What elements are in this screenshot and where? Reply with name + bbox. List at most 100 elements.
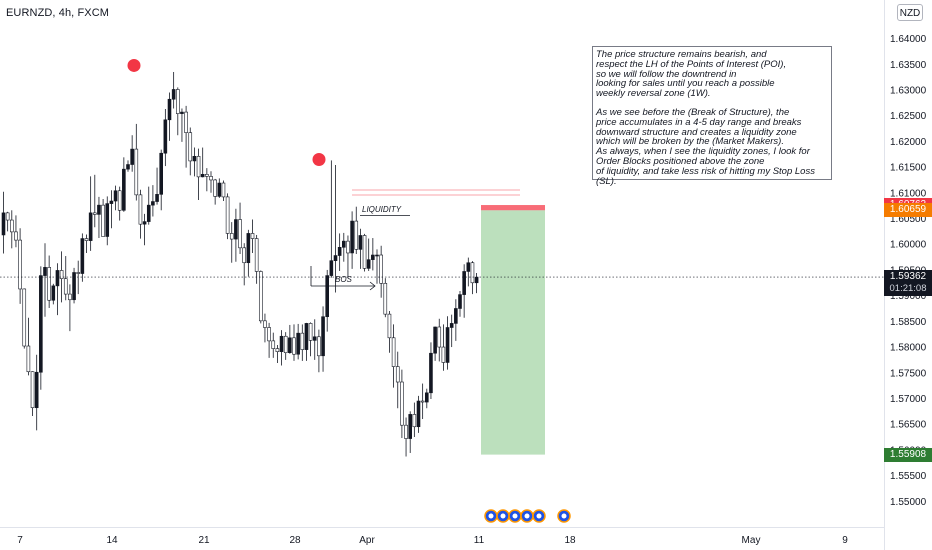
x-tick-label: 14	[106, 535, 118, 546]
candle-body	[317, 336, 321, 357]
y-tick-label: 1.62500	[890, 111, 927, 122]
candle-body	[134, 148, 139, 196]
candle-body	[379, 254, 383, 284]
candle-body	[391, 337, 396, 367]
candle-body	[109, 200, 114, 204]
y-tick-label: 1.63500	[890, 60, 927, 71]
candle-body	[371, 254, 375, 260]
candle-body	[51, 285, 56, 301]
candle-body	[267, 327, 271, 342]
candle-body	[59, 270, 64, 279]
candle-body	[130, 148, 134, 165]
candle-body	[72, 272, 76, 301]
x-tick-label: May	[742, 535, 761, 546]
bos-arrow-icon	[369, 281, 376, 291]
candle-body	[30, 371, 35, 409]
candle-body	[404, 424, 408, 439]
stop-loss-zone[interactable]	[481, 205, 545, 211]
y-tick-label: 1.55500	[890, 471, 927, 482]
y-tick-label: 1.60500	[890, 214, 927, 225]
candle-body	[105, 203, 110, 237]
candle-body	[375, 254, 379, 257]
candle-body	[138, 194, 143, 225]
candle-body	[329, 260, 334, 276]
candle-body	[34, 371, 39, 409]
y-tick-label: 1.62000	[890, 137, 927, 148]
candle-body	[449, 323, 454, 328]
candle-body	[200, 173, 205, 178]
candle-body	[14, 231, 18, 241]
candle-body	[176, 89, 180, 114]
candle-body	[470, 262, 475, 284]
candle-body	[171, 89, 176, 100]
candle-body	[113, 190, 118, 202]
candle-body	[217, 182, 222, 197]
candle-body	[180, 111, 184, 114]
candle-body	[275, 348, 280, 352]
analysis-note[interactable]: The price structure remains bearish, and…	[592, 46, 832, 186]
candle-body	[395, 366, 400, 383]
y-tick-label: 1.57000	[890, 394, 927, 405]
symbol-title: EURNZD, 4h, FXCM	[6, 7, 110, 19]
y-tick-label: 1.55000	[890, 497, 927, 508]
candle-body	[304, 323, 309, 350]
x-tick-label: Apr	[359, 535, 375, 546]
candle-body	[445, 327, 450, 363]
event-icons-group[interactable]	[484, 509, 571, 523]
y-tick-label: 1.59000	[890, 291, 927, 302]
y-tick-label: 1.56500	[890, 420, 927, 431]
y-tick-label: 1.57500	[890, 368, 927, 379]
candle-body	[5, 212, 10, 221]
currency-tag[interactable]: NZD	[897, 4, 923, 21]
candle-body	[458, 294, 462, 309]
candle-body	[300, 332, 305, 350]
candle-body	[192, 156, 197, 162]
candle-body	[325, 275, 330, 318]
y-tick-label: 1.60000	[890, 240, 927, 251]
x-tick-label: 9	[842, 535, 848, 546]
candle-body	[308, 323, 313, 341]
candle-body	[358, 235, 363, 250]
candle-body	[462, 271, 466, 295]
entry-price-label: 1.60659	[884, 203, 932, 218]
candle-body	[76, 272, 80, 274]
y-tick-label: 1.61000	[890, 188, 927, 199]
candle-body	[146, 204, 151, 222]
event-dot-icon	[512, 513, 518, 519]
candle-body	[55, 270, 60, 287]
candle-body	[22, 288, 27, 347]
event-dot-icon	[500, 513, 506, 519]
candle-body	[292, 337, 296, 355]
x-tick-label: 11	[474, 535, 485, 546]
x-tick-label: 28	[289, 535, 301, 546]
candle-body	[43, 267, 47, 276]
note-paragraph-2: As we see before the (Break of Structure…	[596, 106, 815, 187]
candle-body	[250, 233, 255, 239]
candle-body	[229, 233, 234, 240]
candle-body	[333, 255, 338, 261]
y-tick-label: 1.64000	[890, 34, 927, 45]
candle-body	[126, 164, 130, 170]
candle-body	[18, 239, 22, 290]
pivot-high-marker	[127, 58, 141, 72]
y-tick-label: 1.61500	[890, 163, 927, 174]
candle-body	[408, 414, 413, 439]
event-dot-icon	[561, 513, 567, 519]
candle-body	[337, 247, 342, 256]
y-tick-label: 1.58500	[890, 317, 927, 328]
candle-body	[258, 271, 263, 322]
candle-body	[142, 221, 147, 225]
note-paragraph-1: The price structure remains bearish, and…	[596, 49, 787, 100]
candle-body	[416, 400, 421, 428]
candle-body	[93, 212, 97, 215]
candle-body	[188, 132, 193, 162]
pivot-high-marker	[312, 153, 326, 167]
candle-body	[400, 381, 404, 426]
candle-body	[283, 335, 288, 354]
liquidity-label: LIQUIDITY	[362, 205, 402, 214]
candle-body	[246, 233, 251, 264]
candle-body	[238, 219, 242, 249]
candle-body	[383, 282, 388, 315]
candle-body	[221, 182, 226, 198]
take-profit-zone[interactable]	[481, 210, 545, 455]
